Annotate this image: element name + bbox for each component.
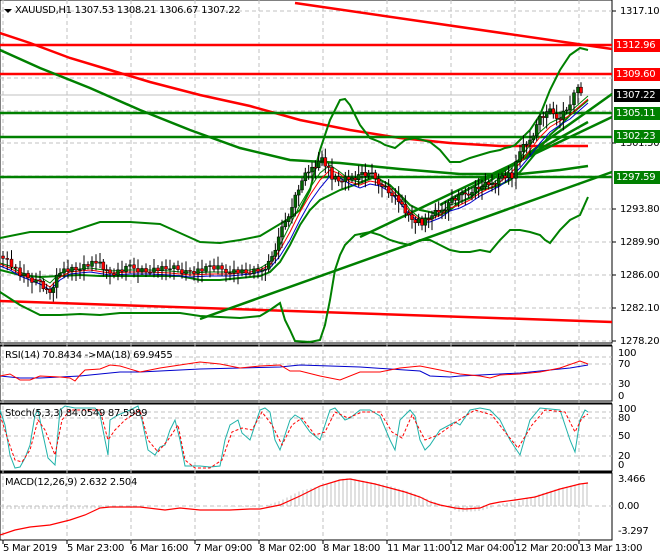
macd-histogram (2, 478, 588, 512)
price-tick: 1289.90 (620, 237, 660, 248)
time-tick: 12 Mar 04:00 (451, 543, 515, 554)
time-tick: 12 Mar 20:00 (515, 543, 579, 554)
rsi-tick: 30 (618, 379, 631, 390)
stoch-tick: 0 (618, 460, 625, 471)
price-tick: 1282.10 (620, 303, 660, 314)
macd-tick: 0.00 (618, 501, 640, 512)
price-tick: 1278.20 (620, 336, 660, 347)
price-tick: 1317.10 (620, 6, 660, 17)
resistance-tag: 1312.96 (614, 39, 660, 52)
low-value: 1306.67 (158, 5, 199, 16)
rsi-series (0, 360, 589, 382)
rsi-tick: 70 (618, 359, 631, 370)
time-tick: 6 Mar 16:00 (131, 543, 189, 554)
high-value: 1308.21 (116, 5, 157, 16)
triangle-down-icon[interactable] (4, 9, 12, 13)
stoch-label: Stoch(5,3,3) 84.0549 87.5989 (5, 408, 148, 419)
close-value: 1307.22 (201, 5, 241, 16)
support-tag: 1297.59 (614, 171, 660, 184)
stoch-tick: 50 (618, 431, 631, 442)
symbol-label: XAUUSD,H1 (15, 5, 72, 16)
symbol-header: XAUUSD,H1 1307.53 1308.21 1306.67 1307.2… (15, 5, 241, 16)
current-price-tag: 1307.22 (614, 89, 660, 102)
stoch-tick: 20 (618, 451, 631, 462)
macd-signal-line (0, 478, 589, 536)
time-tick: 13 Mar 13:00 (579, 543, 643, 554)
time-tick: 7 Mar 09:00 (195, 543, 253, 554)
macd-tick: 3.466 (618, 474, 646, 485)
stoch-tick: 80 (618, 413, 631, 424)
time-tick: 5 Mar 23:00 (67, 543, 125, 554)
support-tag: 1302.23 (614, 130, 660, 143)
macd-label: MACD(12,26,9) 2.632 2.504 (5, 477, 138, 488)
time-tick: 11 Mar 11:00 (387, 543, 451, 554)
macd-tick: -3.297 (618, 526, 649, 537)
price-tick: 1293.80 (620, 204, 660, 215)
rsi-tick: 100 (618, 348, 637, 359)
open-value: 1307.53 (74, 5, 115, 16)
rsi-tick: 0 (618, 391, 625, 402)
main-panel (0, 0, 613, 344)
time-tick: 8 Mar 02:00 (259, 543, 317, 554)
time-tick: 5 Mar 2019 (3, 543, 58, 554)
stoch-tick: 100 (618, 404, 637, 415)
stoch-series (0, 405, 589, 469)
support-tag: 1305.11 (614, 107, 660, 120)
resistance-tag: 1309.60 (614, 68, 660, 81)
rsi-label: RSI(14) 70.8434 ->MA(18) 69.9455 (5, 350, 173, 361)
price-tick: 1286.00 (620, 270, 660, 281)
time-tick: 8 Mar 18:00 (323, 543, 381, 554)
price-tick: 1301.50 (620, 138, 660, 149)
price-candles (1, 82, 583, 302)
